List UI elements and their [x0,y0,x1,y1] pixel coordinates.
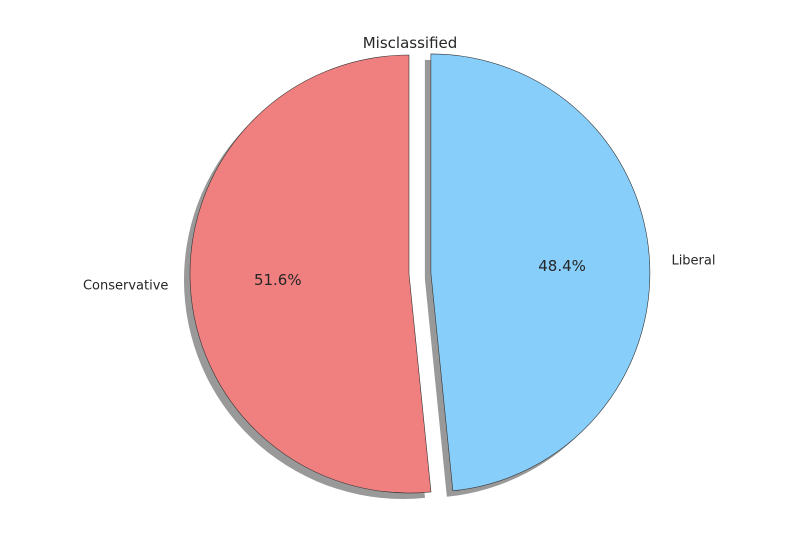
slice-percent-conservative: 51.6% [254,271,302,289]
slice-label-liberal: Liberal [671,253,715,268]
slice-labels: Conservative 51.6% Liberal 48.4% [83,253,716,293]
chart-title: Misclassified [363,34,458,52]
slice-label-conservative: Conservative [83,279,168,294]
slice-percent-liberal: 48.4% [538,257,586,275]
pie-slice-liberal [430,53,651,492]
pie-slices [189,53,651,494]
pie-slice-conservative [189,54,432,494]
